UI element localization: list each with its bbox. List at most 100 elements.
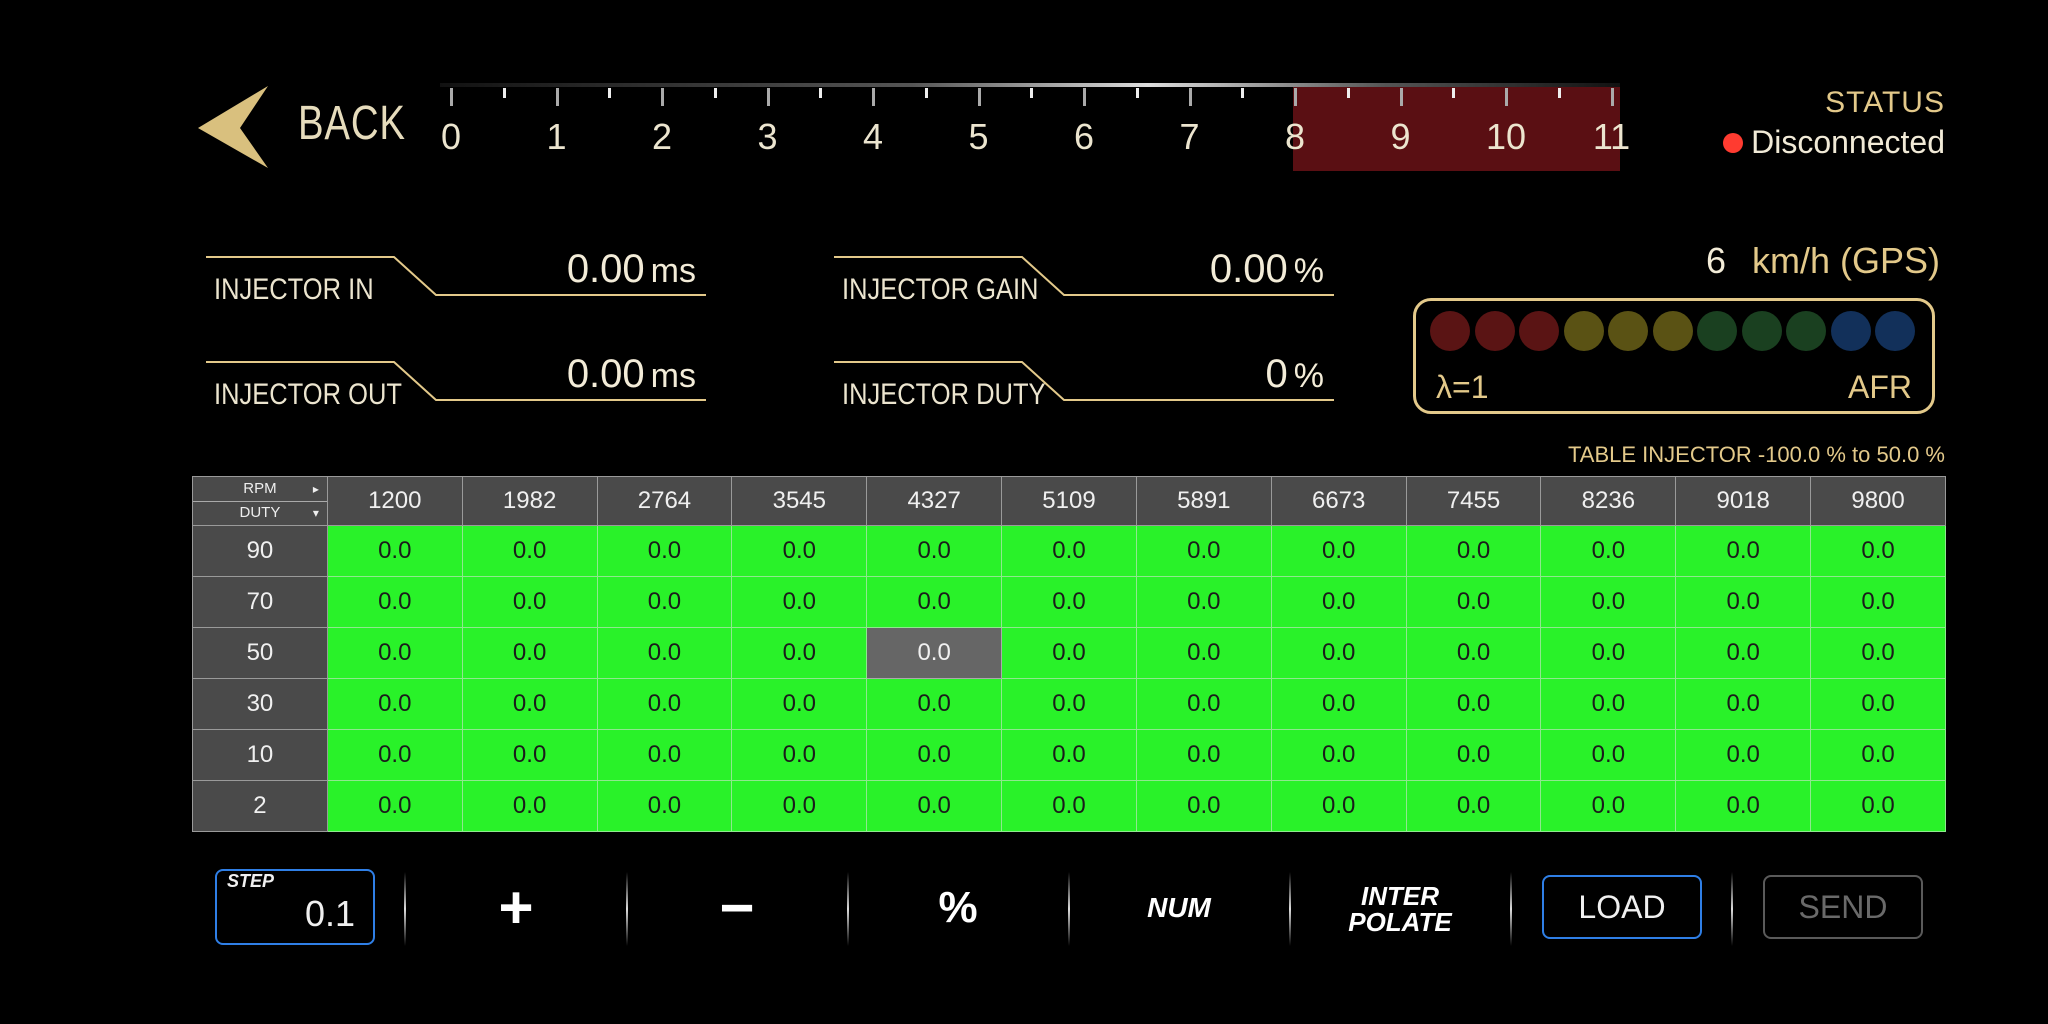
percent-button[interactable]: % bbox=[938, 883, 978, 932]
table-cell[interactable]: 0.0 bbox=[1405, 678, 1542, 730]
table-cell[interactable]: 0.0 bbox=[596, 729, 733, 781]
table-cell[interactable]: 0.0 bbox=[461, 525, 598, 577]
table-cell[interactable]: 0.0 bbox=[731, 525, 868, 577]
table-cell[interactable]: 0.0 bbox=[326, 678, 463, 730]
table-cell[interactable]: 0.0 bbox=[596, 678, 733, 730]
table-cell[interactable]: 0.0 bbox=[596, 576, 733, 628]
table-cell[interactable]: 0.0 bbox=[1001, 576, 1137, 628]
send-button[interactable]: SEND bbox=[1763, 875, 1923, 939]
table-cell[interactable]: 0.0 bbox=[1135, 576, 1272, 628]
num-button[interactable]: NUM bbox=[1147, 892, 1211, 923]
column-header-rpm[interactable]: 1982 bbox=[461, 476, 598, 526]
row-header-duty[interactable]: 50 bbox=[192, 627, 328, 679]
table-cell[interactable]: 0.0 bbox=[1540, 576, 1677, 628]
table-cell[interactable]: 0.0 bbox=[1405, 729, 1542, 781]
column-header-rpm[interactable]: 3545 bbox=[731, 476, 868, 526]
table-cell[interactable]: 0.0 bbox=[1135, 627, 1272, 679]
table-cell[interactable]: 0.0 bbox=[866, 525, 1003, 577]
table-cell[interactable]: 0.0 bbox=[1675, 780, 1812, 832]
table-cell[interactable]: 0.0 bbox=[1810, 627, 1946, 679]
column-header-rpm[interactable]: 5109 bbox=[1001, 476, 1137, 526]
column-header-rpm[interactable]: 9800 bbox=[1810, 476, 1946, 526]
table-cell[interactable]: 0.0 bbox=[1001, 678, 1137, 730]
table-cell[interactable]: 0.0 bbox=[1135, 729, 1272, 781]
table-cell[interactable]: 0.0 bbox=[596, 627, 733, 679]
table-cell[interactable]: 0.0 bbox=[1270, 576, 1407, 628]
table-cell[interactable]: 0.0 bbox=[326, 729, 463, 781]
table-cell[interactable]: 0.0 bbox=[1270, 678, 1407, 730]
table-cell[interactable]: 0.0 bbox=[731, 627, 868, 679]
table-cell[interactable]: 0.0 bbox=[1675, 729, 1812, 781]
table-cell[interactable]: 0.0 bbox=[596, 780, 733, 832]
table-corner[interactable]: RPM DUTY bbox=[192, 476, 328, 526]
row-header-duty[interactable]: 30 bbox=[192, 678, 328, 730]
column-header-rpm[interactable]: 5891 bbox=[1135, 476, 1272, 526]
table-cell[interactable]: 0.0 bbox=[1001, 627, 1137, 679]
table-cell[interactable]: 0.0 bbox=[1675, 525, 1812, 577]
table-cell[interactable]: 0.0 bbox=[461, 729, 598, 781]
table-cell[interactable]: 0.0 bbox=[866, 576, 1003, 628]
plus-button[interactable]: + bbox=[498, 874, 534, 941]
table-cell[interactable]: 0.0 bbox=[731, 780, 868, 832]
table-cell[interactable]: 0.0 bbox=[866, 678, 1003, 730]
table-cell[interactable]: 0.0 bbox=[1270, 627, 1407, 679]
table-cell[interactable]: 0.0 bbox=[1810, 780, 1946, 832]
table-cell[interactable]: 0.0 bbox=[1001, 729, 1137, 781]
column-header-rpm[interactable]: 2764 bbox=[596, 476, 733, 526]
table-cell[interactable]: 0.0 bbox=[326, 576, 463, 628]
step-input[interactable]: STEP 0.1 bbox=[215, 869, 375, 945]
table-cell[interactable]: 0.0 bbox=[1135, 780, 1272, 832]
table-cell[interactable]: 0.0 bbox=[1270, 525, 1407, 577]
table-cell[interactable]: 0.0 bbox=[326, 525, 463, 577]
interpolate-button[interactable]: INTER POLATE bbox=[1315, 869, 1485, 947]
column-header-rpm[interactable]: 6673 bbox=[1270, 476, 1407, 526]
row-header-duty[interactable]: 90 bbox=[192, 525, 328, 577]
table-cell[interactable]: 0.0 bbox=[1135, 525, 1272, 577]
table-cell[interactable]: 0.0 bbox=[731, 678, 868, 730]
table-cell[interactable]: 0.0 bbox=[461, 678, 598, 730]
column-header-rpm[interactable]: 8236 bbox=[1540, 476, 1677, 526]
load-button[interactable]: LOAD bbox=[1542, 875, 1702, 939]
table-cell[interactable]: 0.0 bbox=[1540, 627, 1677, 679]
table-cell[interactable]: 0.0 bbox=[1540, 678, 1677, 730]
row-header-duty[interactable]: 2 bbox=[192, 780, 328, 832]
table-cell[interactable]: 0.0 bbox=[1405, 627, 1542, 679]
table-cell[interactable]: 0.0 bbox=[1810, 525, 1946, 577]
table-cell[interactable]: 0.0 bbox=[1810, 729, 1946, 781]
table-cell[interactable]: 0.0 bbox=[461, 627, 598, 679]
table-cell[interactable]: 0.0 bbox=[1675, 627, 1812, 679]
table-cell[interactable]: 0.0 bbox=[1675, 678, 1812, 730]
column-header-rpm[interactable]: 7455 bbox=[1405, 476, 1542, 526]
row-header-duty[interactable]: 10 bbox=[192, 729, 328, 781]
table-cell[interactable]: 0.0 bbox=[1405, 780, 1542, 832]
table-cell[interactable]: 0.0 bbox=[731, 729, 868, 781]
table-cell[interactable]: 0.0 bbox=[596, 525, 733, 577]
table-cell[interactable]: 0.0 bbox=[1675, 576, 1812, 628]
minus-button[interactable]: − bbox=[719, 874, 755, 941]
table-cell[interactable]: 0.0 bbox=[1135, 678, 1272, 730]
column-header-rpm[interactable]: 4327 bbox=[866, 476, 1003, 526]
column-header-rpm[interactable]: 9018 bbox=[1675, 476, 1812, 526]
table-cell[interactable]: 0.0 bbox=[326, 627, 463, 679]
table-cell[interactable]: 0.0 bbox=[866, 729, 1003, 781]
table-cell[interactable]: 0.0 bbox=[1810, 576, 1946, 628]
table-cell[interactable]: 0.0 bbox=[461, 576, 598, 628]
table-cell[interactable]: 0.0 bbox=[731, 576, 868, 628]
table-cell[interactable]: 0.0 bbox=[1405, 525, 1542, 577]
back-button[interactable]: BACK bbox=[198, 84, 405, 174]
table-cell[interactable]: 0.0 bbox=[1001, 780, 1137, 832]
row-header-duty[interactable]: 70 bbox=[192, 576, 328, 628]
table-cell[interactable]: 0.0 bbox=[1405, 576, 1542, 628]
table-cell[interactable]: 0.0 bbox=[1540, 729, 1677, 781]
table-cell[interactable]: 0.0 bbox=[1540, 525, 1677, 577]
table-cell[interactable]: 0.0 bbox=[1540, 780, 1677, 832]
table-cell[interactable]: 0.0 bbox=[1810, 678, 1946, 730]
table-cell[interactable]: 0.0 bbox=[1270, 729, 1407, 781]
table-cell[interactable]: 0.0 bbox=[866, 780, 1003, 832]
column-header-rpm[interactable]: 1200 bbox=[326, 476, 463, 526]
table-cell[interactable]: 0.0 bbox=[326, 780, 463, 832]
table-cell[interactable]: 0.0 bbox=[1001, 525, 1137, 577]
table-cell[interactable]: 0.0 bbox=[866, 627, 1003, 679]
table-cell[interactable]: 0.0 bbox=[461, 780, 598, 832]
table-cell[interactable]: 0.0 bbox=[1270, 780, 1407, 832]
